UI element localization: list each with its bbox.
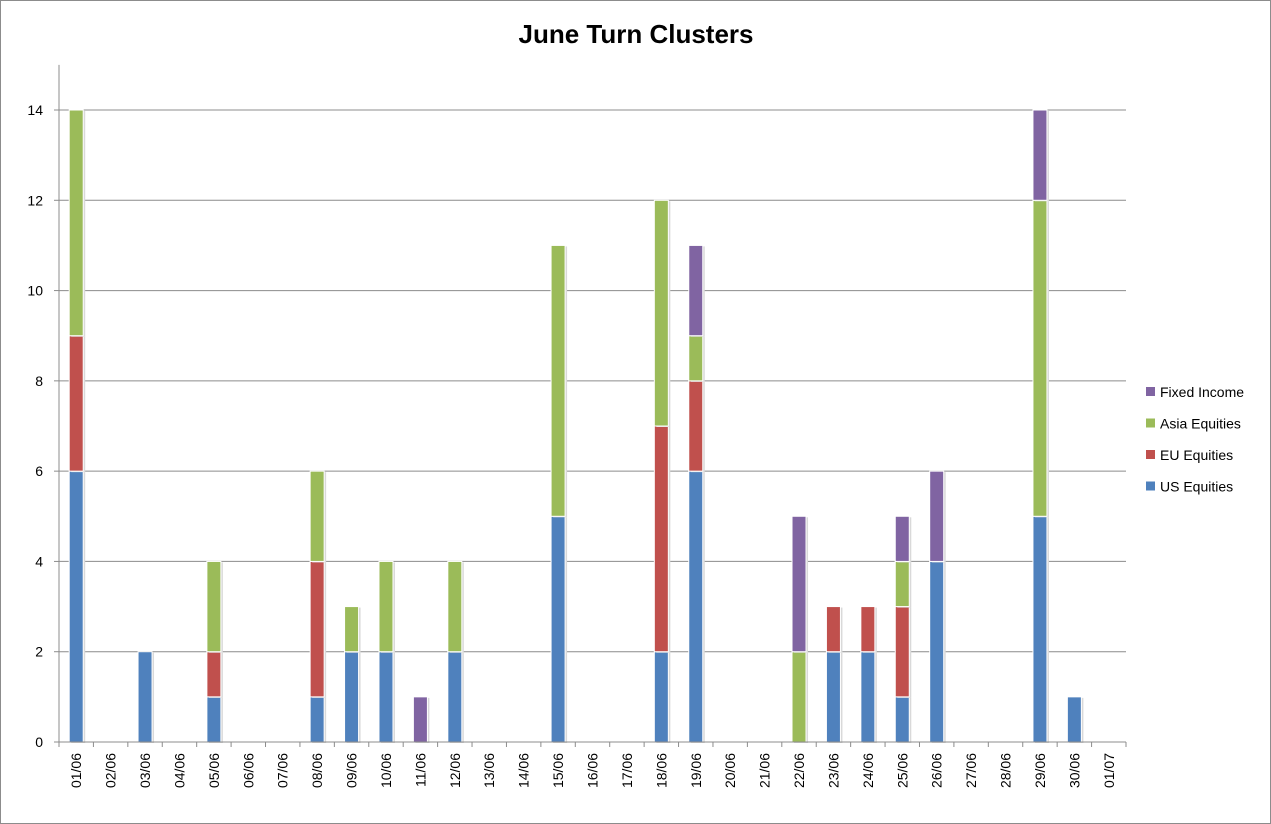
y-tick-label: 8	[35, 373, 43, 389]
bar-segment	[688, 335, 704, 382]
bar-segment	[68, 470, 84, 743]
x-tick-label: 27/06	[963, 753, 979, 788]
bar-segment	[894, 606, 910, 698]
x-tick-label: 22/06	[791, 753, 807, 788]
x-tick-label: 25/06	[894, 753, 910, 788]
y-tick-label: 10	[27, 283, 43, 299]
x-tick-label: 18/06	[653, 753, 669, 788]
bars	[68, 109, 1084, 743]
x-tick-label: 23/06	[825, 753, 841, 788]
bar-segment	[860, 606, 876, 653]
bar-segment	[688, 380, 704, 472]
legend-swatch	[1146, 481, 1155, 491]
legend-label: Asia Equities	[1160, 416, 1241, 432]
bar-segment	[344, 651, 360, 743]
y-tick-label: 2	[35, 644, 43, 660]
y-tick-label: 12	[27, 192, 43, 208]
bar-segment	[309, 560, 325, 698]
x-tick-label: 19/06	[688, 753, 704, 788]
x-tick-label: 04/06	[171, 753, 187, 788]
x-tick-label: 15/06	[550, 753, 566, 788]
bar-segment	[1032, 199, 1048, 517]
x-tick-label: 17/06	[619, 753, 635, 788]
bar-segment	[309, 470, 325, 562]
x-tick-label: 28/06	[998, 753, 1014, 788]
bar-segment	[344, 606, 360, 653]
x-tick-label: 01/06	[68, 753, 84, 788]
bar-segment	[688, 470, 704, 743]
bar-segment	[929, 560, 945, 743]
bar-segment	[688, 244, 704, 337]
bar-segment	[378, 651, 394, 743]
legend-swatch	[1146, 418, 1155, 428]
x-tick-label: 16/06	[585, 753, 601, 788]
legend-label: EU Equities	[1160, 447, 1233, 463]
legend: Fixed Income Asia Equities EU Equities US E…	[1146, 384, 1244, 495]
x-tick-label: 29/06	[1032, 753, 1048, 788]
legend-label: Fixed Income	[1160, 384, 1244, 400]
x-tick-label: 30/06	[1066, 753, 1082, 788]
chart-title: June Turn Clusters	[518, 19, 753, 49]
y-axis-ticks: 0 2 4 6 8 10 12 14	[27, 102, 43, 750]
bar-segment	[206, 560, 222, 653]
bar-segment	[860, 651, 876, 743]
bar-segment	[653, 425, 669, 653]
x-tick-label: 02/06	[103, 753, 119, 788]
x-tick-label: 14/06	[516, 753, 532, 788]
bar-segment	[791, 515, 807, 653]
axes	[54, 64, 1127, 747]
x-tick-label: 07/06	[275, 753, 291, 788]
bar-segment	[791, 651, 807, 743]
bar-segment	[412, 696, 428, 743]
legend-swatch	[1146, 450, 1155, 459]
x-tick-label: 12/06	[447, 753, 463, 788]
x-tick-label: 01/07	[1101, 753, 1117, 788]
bar-segment	[550, 515, 566, 743]
x-axis-ticks: 01/06 02/06 03/06 04/06 05/06 06/06 07/06 08/06…	[68, 753, 1117, 788]
bar-segment	[1066, 696, 1082, 743]
bar-segment	[378, 560, 394, 653]
bar-segment	[447, 560, 463, 653]
bar-segment	[68, 109, 84, 337]
x-tick-label: 06/06	[240, 753, 256, 788]
bar-segment	[1032, 515, 1048, 743]
y-tick-label: 6	[35, 463, 43, 479]
legend-label: US Equities	[1160, 479, 1233, 495]
bar-segment	[653, 651, 669, 743]
x-tick-label: 20/06	[722, 753, 738, 788]
bar-segment	[1032, 109, 1048, 201]
x-tick-label: 26/06	[929, 753, 945, 788]
gridlines	[59, 109, 1126, 653]
x-tick-label: 10/06	[378, 753, 394, 788]
y-tick-label: 0	[35, 734, 43, 750]
x-tick-label: 09/06	[344, 753, 360, 788]
bar-segment	[550, 244, 566, 517]
bar-segment	[894, 560, 910, 608]
x-tick-label: 13/06	[481, 753, 497, 788]
bar-segment	[825, 606, 841, 653]
x-tick-label: 11/06	[412, 753, 428, 787]
bar-segment	[447, 651, 463, 743]
y-tick-label: 4	[35, 553, 43, 569]
bar-segment	[68, 335, 84, 472]
bar-segment	[137, 651, 153, 743]
bar-segment	[206, 696, 222, 743]
x-tick-label: 03/06	[137, 753, 153, 788]
legend-swatch	[1146, 387, 1155, 396]
y-tick-label: 14	[27, 102, 43, 118]
x-tick-label: 21/06	[757, 753, 773, 788]
bar-segment	[206, 651, 222, 698]
bar-segment	[929, 470, 945, 562]
bar-segment	[894, 515, 910, 562]
bar-segment	[653, 199, 669, 427]
bar-segment	[825, 651, 841, 743]
x-tick-label: 24/06	[860, 753, 876, 788]
x-tick-label: 08/06	[309, 753, 325, 788]
bar-segment	[894, 696, 910, 743]
x-tick-label: 05/06	[206, 753, 222, 788]
bar-segment	[309, 696, 325, 743]
